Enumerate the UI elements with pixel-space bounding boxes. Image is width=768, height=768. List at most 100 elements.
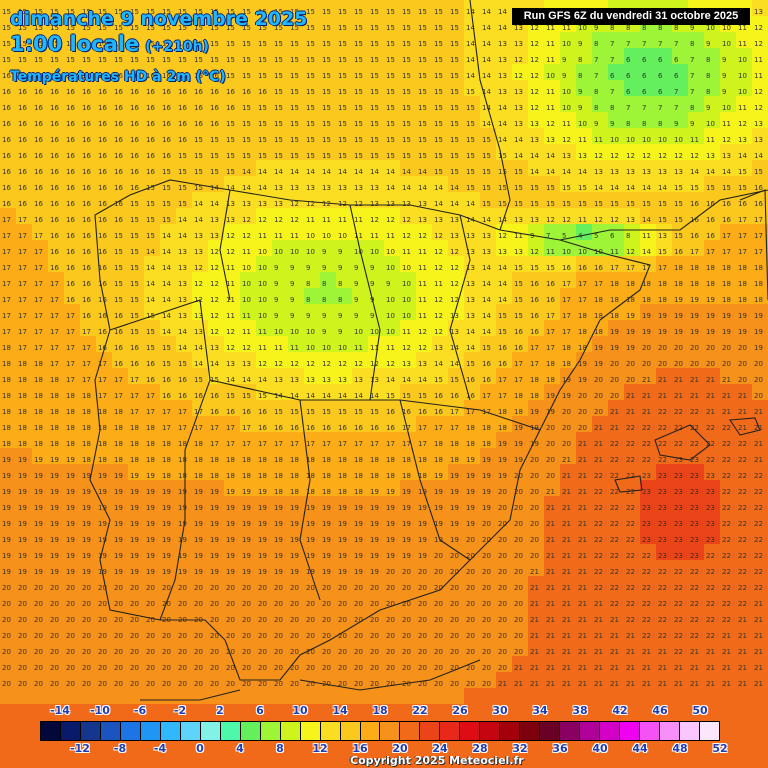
svg-text:20: 20: [514, 552, 523, 560]
svg-text:13: 13: [418, 216, 427, 224]
svg-text:16: 16: [98, 344, 107, 352]
svg-text:17: 17: [594, 280, 603, 288]
svg-text:15: 15: [162, 200, 171, 208]
svg-text:18: 18: [450, 440, 459, 448]
svg-text:16: 16: [178, 88, 187, 96]
svg-text:15: 15: [146, 328, 155, 336]
svg-text:23: 23: [658, 472, 667, 480]
svg-text:21: 21: [578, 616, 587, 624]
svg-text:16: 16: [34, 168, 43, 176]
svg-text:19: 19: [98, 552, 107, 560]
svg-text:8: 8: [594, 104, 598, 112]
svg-text:19: 19: [370, 568, 379, 576]
svg-text:19: 19: [2, 552, 11, 560]
svg-text:21: 21: [578, 504, 587, 512]
svg-text:16: 16: [34, 104, 43, 112]
svg-text:14: 14: [338, 168, 347, 176]
svg-text:20: 20: [290, 632, 299, 640]
svg-text:17: 17: [114, 376, 123, 384]
svg-text:22: 22: [754, 584, 763, 592]
svg-text:16: 16: [210, 392, 219, 400]
svg-text:21: 21: [754, 664, 763, 672]
svg-text:21: 21: [562, 632, 571, 640]
svg-text:9: 9: [690, 120, 694, 128]
svg-text:12: 12: [434, 312, 443, 320]
svg-text:15: 15: [450, 8, 459, 16]
svg-text:21: 21: [530, 568, 539, 576]
svg-text:15: 15: [434, 72, 443, 80]
svg-text:16: 16: [66, 280, 75, 288]
svg-text:21: 21: [594, 664, 603, 672]
svg-text:7: 7: [594, 56, 598, 64]
svg-text:11: 11: [546, 104, 555, 112]
svg-text:18: 18: [66, 392, 75, 400]
svg-text:13: 13: [418, 360, 427, 368]
svg-text:13: 13: [498, 40, 507, 48]
svg-text:20: 20: [530, 504, 539, 512]
svg-text:13: 13: [530, 216, 539, 224]
svg-text:14: 14: [178, 328, 187, 336]
svg-text:21: 21: [530, 600, 539, 608]
svg-text:20: 20: [450, 600, 459, 608]
svg-text:12: 12: [754, 104, 763, 112]
legend-value-label: 20: [392, 742, 408, 755]
svg-text:21: 21: [706, 392, 715, 400]
svg-text:19: 19: [50, 504, 59, 512]
svg-text:10: 10: [386, 312, 395, 320]
svg-text:16: 16: [50, 200, 59, 208]
color-swatch: [120, 722, 141, 740]
svg-text:15: 15: [226, 392, 235, 400]
svg-text:19: 19: [226, 568, 235, 576]
svg-text:14: 14: [226, 376, 235, 384]
svg-text:16: 16: [130, 360, 139, 368]
svg-text:22: 22: [722, 424, 731, 432]
svg-text:21: 21: [562, 648, 571, 656]
svg-text:20: 20: [290, 584, 299, 592]
svg-text:15: 15: [434, 152, 443, 160]
svg-text:21: 21: [594, 424, 603, 432]
svg-text:20: 20: [674, 360, 683, 368]
svg-text:12: 12: [210, 328, 219, 336]
svg-text:21: 21: [514, 680, 523, 688]
svg-text:19: 19: [194, 568, 203, 576]
svg-text:21: 21: [626, 680, 635, 688]
svg-text:12: 12: [562, 136, 571, 144]
svg-text:19: 19: [258, 568, 267, 576]
svg-text:18: 18: [370, 472, 379, 480]
svg-text:22: 22: [658, 408, 667, 416]
svg-text:20: 20: [18, 680, 27, 688]
svg-text:14: 14: [258, 168, 267, 176]
legend-value-label: 48: [672, 742, 688, 755]
svg-text:11: 11: [418, 248, 427, 256]
svg-text:13: 13: [498, 72, 507, 80]
svg-text:21: 21: [626, 632, 635, 640]
svg-text:19: 19: [210, 568, 219, 576]
svg-text:20: 20: [18, 600, 27, 608]
svg-text:19: 19: [594, 344, 603, 352]
svg-text:20: 20: [130, 584, 139, 592]
svg-text:18: 18: [610, 296, 619, 304]
svg-text:11: 11: [354, 232, 363, 240]
svg-text:13: 13: [306, 376, 315, 384]
svg-text:11: 11: [722, 120, 731, 128]
svg-text:14: 14: [546, 152, 555, 160]
svg-text:18: 18: [594, 296, 603, 304]
svg-text:18: 18: [82, 424, 91, 432]
svg-text:20: 20: [434, 568, 443, 576]
svg-text:17: 17: [18, 312, 27, 320]
svg-text:15: 15: [290, 408, 299, 416]
svg-text:12: 12: [242, 232, 251, 240]
svg-text:16: 16: [82, 312, 91, 320]
svg-text:20: 20: [66, 632, 75, 640]
svg-text:15: 15: [242, 392, 251, 400]
svg-text:15: 15: [674, 184, 683, 192]
svg-text:15: 15: [338, 88, 347, 96]
svg-text:22: 22: [610, 584, 619, 592]
svg-text:18: 18: [82, 440, 91, 448]
svg-text:21: 21: [754, 440, 763, 448]
svg-text:20: 20: [322, 648, 331, 656]
svg-text:19: 19: [2, 520, 11, 528]
svg-text:17: 17: [626, 264, 635, 272]
svg-text:19: 19: [370, 520, 379, 528]
